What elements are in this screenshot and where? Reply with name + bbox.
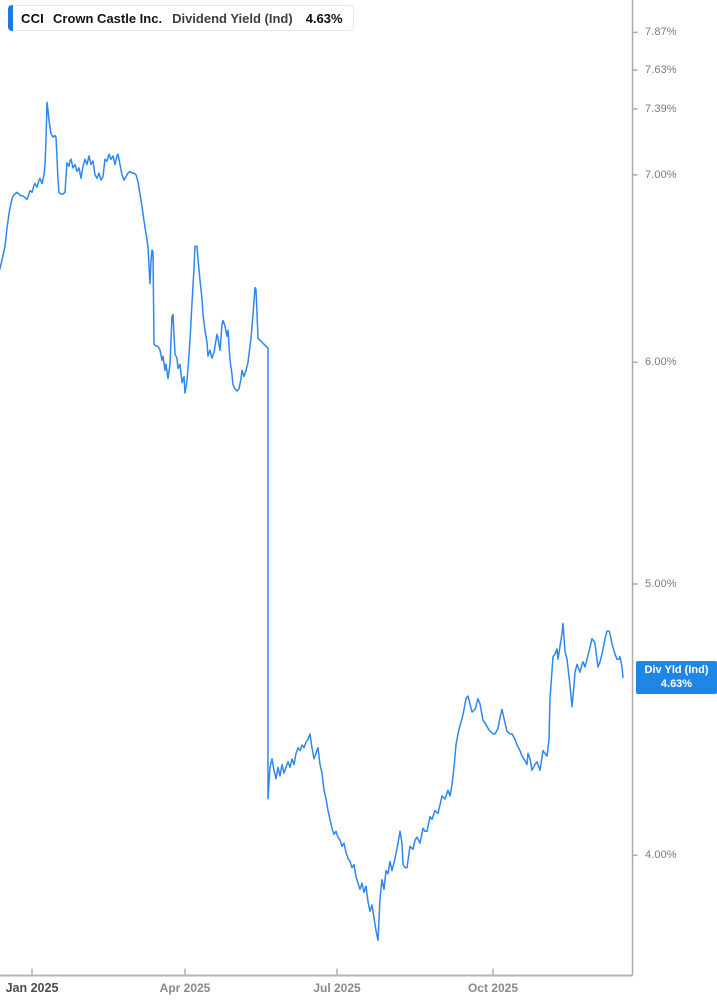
x-axis-tick-label: Jul 2025 [313,981,361,995]
company-name: Crown Castle Inc. [53,10,163,26]
y-axis-tick-label: 7.39% [645,102,677,115]
series-legend-chip[interactable]: CCI Crown Castle Inc. Dividend Yield (In… [8,5,354,31]
last-value-badge: Div Yld (Ind) 4.63% [636,661,717,694]
dividend-yield-line [0,101,624,942]
badge-metric-label: Div Yld (Ind) [644,664,709,676]
axis-lines [0,0,634,977]
y-axis-tick-label: 5.00% [645,578,677,590]
x-axis-tick-label: Oct 2025 [467,981,519,995]
x-axis-tick-label: Apr 2025 [159,981,211,995]
y-axis-tick-label: 7.87% [645,26,677,39]
metric-value: 4.63% [305,10,343,26]
ticker-symbol: CCI [21,10,44,26]
y-axis-tick-label: 4.00% [645,849,677,862]
metric-name: Dividend Yield (Ind) [172,10,293,26]
y-axis-tick-label: 7.00% [645,168,677,181]
series-color-bar [8,5,13,31]
y-axis-tick-label: 7.63% [645,64,677,77]
axis-ticks [31,31,638,976]
badge-value-label: 4.63% [660,677,693,690]
y-axis-tick-label: 6.00% [645,356,677,369]
x-axis-tick-label: Jan 2025 [5,981,59,995]
